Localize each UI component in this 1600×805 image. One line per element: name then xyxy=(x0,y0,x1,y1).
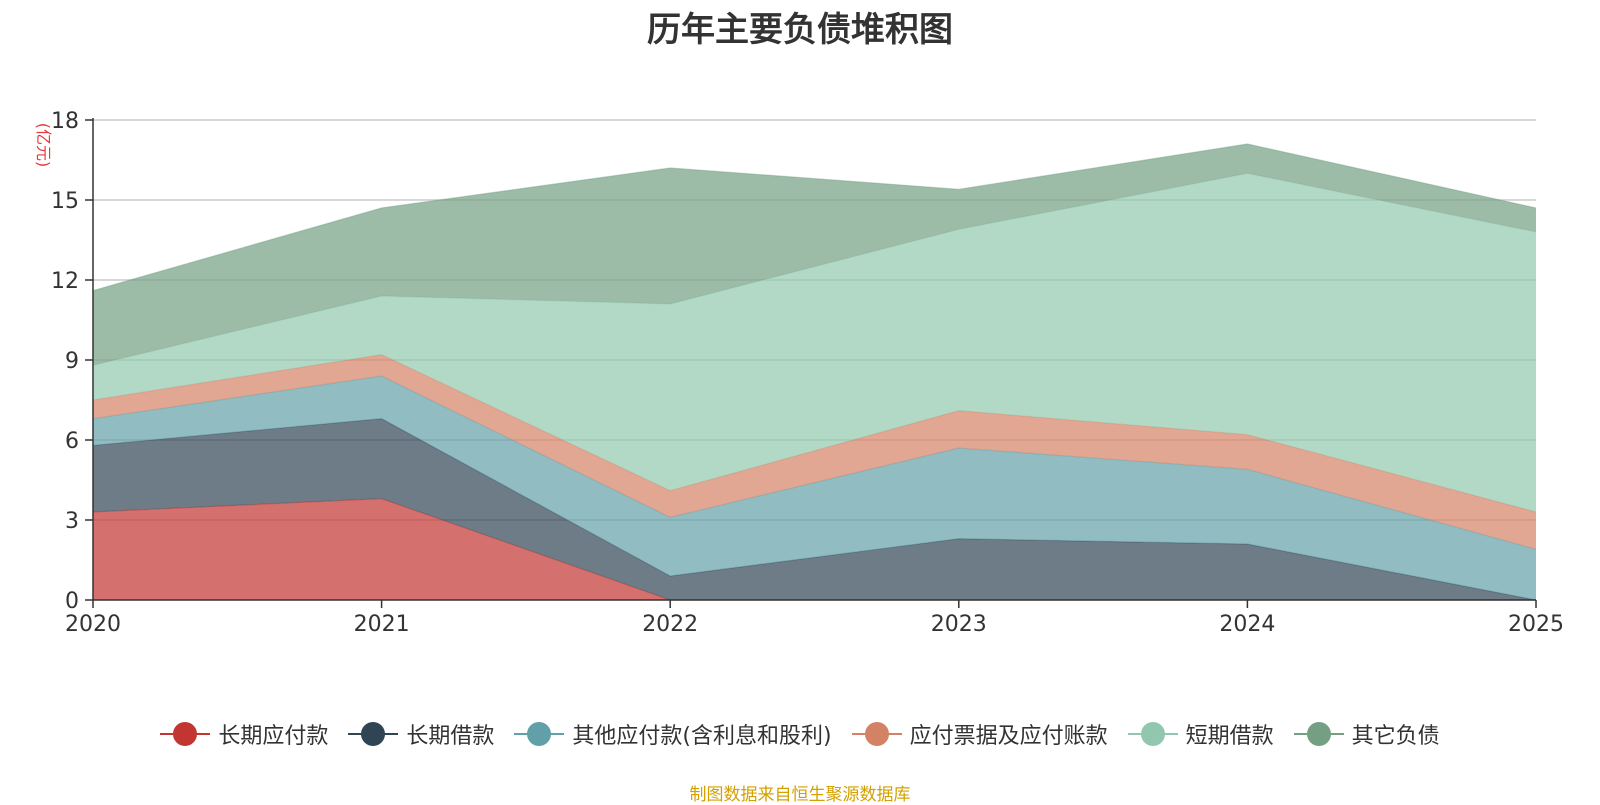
x-tick-label: 2020 xyxy=(65,612,121,637)
chart-legend: 长期应付款 长期借款 其他应付款(含利息和股利) 应付票据及应付账款 短期借款 其它负债 xyxy=(0,718,1600,750)
legend-item[interactable]: 应付票据及应付账款 xyxy=(851,718,1108,750)
legend-label: 其它负债 xyxy=(1351,724,1440,749)
legend-item[interactable]: 其他应付款(含利息和股利) xyxy=(514,718,832,750)
legend-marker xyxy=(1293,721,1344,747)
legend-label: 长期应付款 xyxy=(218,724,329,749)
x-tick-label: 2021 xyxy=(354,612,410,637)
source-note: 制图数据来自恒生聚源数据库 xyxy=(689,785,911,805)
legend-marker xyxy=(160,721,211,747)
chart-title: 历年主要负债堆积图 xyxy=(647,10,953,50)
y-axis-unit-label: (亿元) xyxy=(34,123,53,168)
line-应付票据及应付账款 xyxy=(92,354,1537,513)
legend-label: 其他应付款(含利息和股利) xyxy=(572,724,832,749)
legend-label: 长期借款 xyxy=(406,724,495,749)
legend-label: 短期借款 xyxy=(1185,724,1274,749)
legend-item[interactable]: 长期应付款 xyxy=(160,718,328,750)
x-tick-label: 2025 xyxy=(1508,612,1564,637)
area-长期借款 xyxy=(93,418,1536,600)
axes: 0 3 6 9 12 15 18 2020 2021 2022 2023 2024 2025 xyxy=(51,109,1564,637)
legend-marker xyxy=(1127,721,1178,747)
legend-label: 应付票据及应付账款 xyxy=(909,724,1108,749)
legend-item[interactable]: 其它负债 xyxy=(1293,718,1440,750)
x-tick-label: 2023 xyxy=(931,612,987,637)
y-tick-label: 9 xyxy=(65,349,79,374)
line-其它负债 xyxy=(92,143,1537,292)
y-tick-label: 18 xyxy=(51,109,79,134)
stacked-area-chart: 0 3 6 9 12 15 18 2020 2021 2022 2023 2024 2025 (亿元) xyxy=(34,109,1564,637)
legend-item[interactable]: 长期借款 xyxy=(348,718,494,750)
x-tick-label: 2022 xyxy=(642,612,698,637)
area-series xyxy=(92,143,1537,601)
area-应付票据及应付账款 xyxy=(93,354,1536,550)
y-tick-label: 0 xyxy=(65,589,79,614)
y-tick-label: 12 xyxy=(51,269,79,294)
area-长期应付款 xyxy=(93,498,1536,600)
legend-marker xyxy=(514,721,565,747)
area-短期借款 xyxy=(93,173,1536,513)
legend-marker xyxy=(348,721,399,747)
area-其它负债 xyxy=(93,144,1536,366)
y-tick-label: 15 xyxy=(51,189,79,214)
x-tick-label: 2024 xyxy=(1219,612,1275,637)
y-tick-label: 3 xyxy=(65,509,79,534)
legend-item[interactable]: 短期借款 xyxy=(1127,718,1274,750)
legend-marker xyxy=(851,721,902,747)
area-其他应付款(含利息和股利) xyxy=(93,376,1536,600)
y-tick-label: 6 xyxy=(65,429,79,454)
